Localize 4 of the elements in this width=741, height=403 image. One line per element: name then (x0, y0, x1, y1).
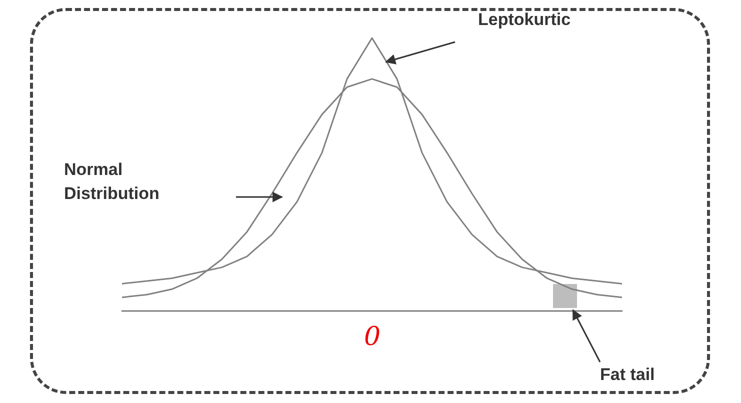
text: Leptokurtic (478, 9, 571, 31)
text: Fat tail (600, 364, 655, 386)
text: 0 (364, 322, 381, 352)
annotation: Normal Distribution (64, 159, 160, 205)
